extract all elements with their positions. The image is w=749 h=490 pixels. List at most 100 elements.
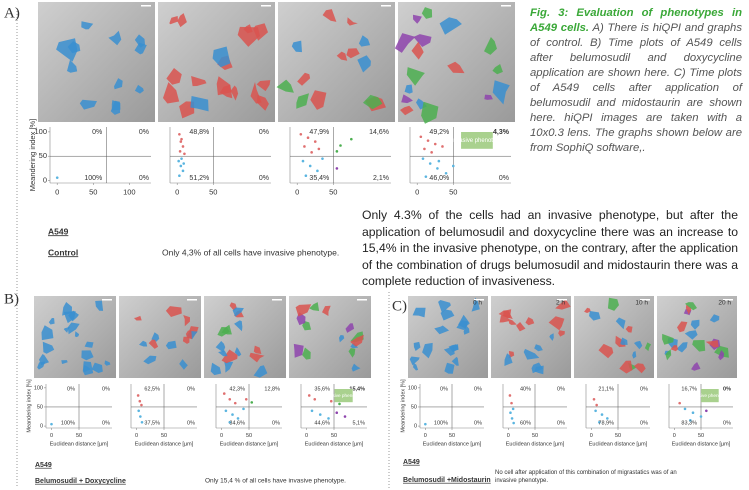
x-tick-label: 0 xyxy=(295,187,299,196)
quadrant-label: 0% xyxy=(272,420,280,426)
data-point xyxy=(182,170,185,173)
panel-label: A) xyxy=(4,5,20,21)
data-point xyxy=(601,413,604,416)
quadrant-label: 40% xyxy=(520,386,531,392)
data-point xyxy=(321,157,324,160)
y-tick-label: 0 xyxy=(414,424,417,430)
data-point xyxy=(512,408,515,411)
x-tick-label: 0 xyxy=(50,433,53,439)
scale-bar xyxy=(357,299,367,301)
quadrant-label: 0% xyxy=(499,175,509,182)
data-point xyxy=(429,162,432,165)
treatment: Belumosudil +Midostaurin xyxy=(403,477,491,484)
y-tick-label: 100 xyxy=(408,385,417,391)
x-axis-title: Euclidean distance [µm] xyxy=(506,441,565,447)
y-tick-label: 100 xyxy=(34,385,43,391)
data-point xyxy=(425,175,428,178)
data-point xyxy=(336,150,339,153)
data-point xyxy=(179,150,182,153)
data-point xyxy=(692,411,695,414)
x-tick-label: 50 xyxy=(329,187,337,196)
cell-line: A549 xyxy=(48,226,69,236)
x-axis-title: Euclidean distance [µm] xyxy=(589,441,648,447)
summary-line: No cell after application of this combin… xyxy=(495,470,677,476)
quadrant-label: 0% xyxy=(187,386,195,392)
summary: Only 4,3% of all cells have invasive phe… xyxy=(162,247,339,257)
x-tick-label: 0 xyxy=(55,187,59,196)
x-tick-label: 50 xyxy=(449,187,457,196)
data-point xyxy=(177,160,180,163)
quadrant-label: 0% xyxy=(474,420,482,426)
y-tick-label: 0 xyxy=(43,176,47,185)
x-tick-label: 0 xyxy=(135,433,138,439)
data-point xyxy=(305,174,308,177)
quadrant-label: 60% xyxy=(520,420,531,426)
quadrant-label: 21,1% xyxy=(598,386,614,392)
data-point xyxy=(700,415,703,418)
time-label: 0 h xyxy=(473,300,482,307)
paragraph: Only 4.3% of the cells had an invasive p… xyxy=(362,207,738,290)
data-point xyxy=(594,409,597,412)
data-point xyxy=(309,165,312,168)
quadrant-label: 0% xyxy=(440,386,448,392)
quadrant-label: 0% xyxy=(259,175,269,182)
quadrant-label: 0% xyxy=(640,386,648,392)
quadrant-label: 5,1% xyxy=(352,420,365,426)
quadrant-label: 14,6% xyxy=(369,129,389,136)
quadrant-label: 100% xyxy=(61,420,75,426)
data-point xyxy=(231,413,234,416)
data-point xyxy=(182,162,185,165)
data-point xyxy=(509,411,512,414)
data-point xyxy=(234,402,237,405)
data-point xyxy=(336,167,339,170)
data-point xyxy=(225,409,228,412)
data-point xyxy=(302,160,305,163)
data-point xyxy=(344,415,347,418)
invasive-label: Invasive phenotype xyxy=(451,138,503,144)
data-point xyxy=(423,148,426,151)
quadrant-label: 0% xyxy=(67,386,75,392)
data-point xyxy=(242,408,245,411)
quadrant-label: 0% xyxy=(187,420,195,426)
quadrant-label: 37,5% xyxy=(144,420,160,426)
x-tick-label: 50 xyxy=(246,433,252,439)
data-point xyxy=(420,135,423,138)
quadrant-label: 51,2% xyxy=(189,175,209,182)
cell-line: A549 xyxy=(35,462,52,469)
data-point xyxy=(137,409,140,412)
data-point xyxy=(183,152,186,155)
data-point xyxy=(178,174,181,177)
page: {"caption": {"title": "Fig. 3: Evaluatio… xyxy=(0,0,749,490)
quadrant-label: 100% xyxy=(434,420,448,426)
quadrant-label: 0% xyxy=(723,420,731,426)
data-point xyxy=(434,143,437,146)
data-point xyxy=(430,151,433,154)
x-tick-label: 50 xyxy=(89,187,97,196)
invasive-label: Invasive phenotype xyxy=(324,393,365,398)
data-point xyxy=(330,400,333,403)
quadrant-label: 0% xyxy=(557,420,565,426)
quadrant-label: 49,2% xyxy=(429,129,449,136)
summary: Only 15,4 % of all cells have invasive p… xyxy=(205,478,346,485)
x-tick-label: 0 xyxy=(507,433,510,439)
data-point xyxy=(327,417,330,420)
x-tick-label: 50 xyxy=(161,433,167,439)
panel-label: C) xyxy=(392,298,407,314)
data-point xyxy=(316,170,319,173)
invasive-label: Invasive phenotype xyxy=(690,393,731,398)
quadrant-label: 0% xyxy=(102,420,110,426)
quadrant-label: 42,3% xyxy=(229,386,245,392)
quadrant-label: 0% xyxy=(102,386,110,392)
x-axis-title: Euclidean distance [µm] xyxy=(135,441,194,447)
data-point xyxy=(56,176,59,179)
scale-bar xyxy=(187,299,197,301)
quadrant-label: 48,8% xyxy=(189,129,209,136)
quadrant-label: 83,3% xyxy=(681,420,697,426)
x-tick-label: 0 xyxy=(220,433,223,439)
y-tick-label: 0 xyxy=(40,424,43,430)
data-point xyxy=(180,157,183,160)
data-point xyxy=(237,417,240,420)
x-tick-label: 50 xyxy=(76,433,82,439)
data-point xyxy=(314,140,317,143)
data-point xyxy=(137,394,140,397)
